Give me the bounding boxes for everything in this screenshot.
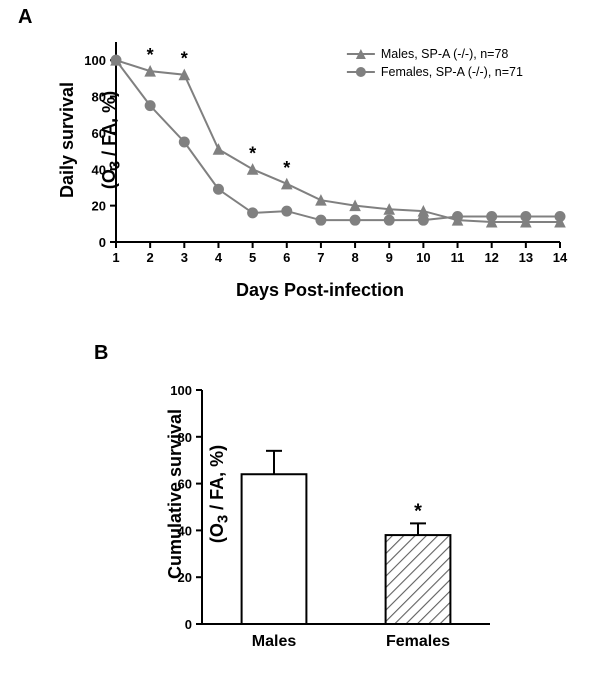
panel-a-label: A bbox=[18, 6, 32, 29]
svg-text:*: * bbox=[249, 143, 256, 163]
svg-text:5: 5 bbox=[249, 250, 256, 265]
svg-text:13: 13 bbox=[519, 250, 533, 265]
panel-a-ylabel-line2b: / FA, %) bbox=[99, 91, 119, 161]
svg-text:6: 6 bbox=[283, 250, 290, 265]
panel-b-ylabel-line1: Cumulative survival bbox=[165, 409, 185, 579]
svg-text:7: 7 bbox=[317, 250, 324, 265]
svg-text:*: * bbox=[181, 49, 188, 69]
svg-text:*: * bbox=[414, 500, 422, 522]
svg-text:*: * bbox=[283, 158, 290, 178]
panel-b-ylabel-sub: 3 bbox=[215, 515, 232, 523]
panel-b-ylabel: Cumulative survival (O3 / FA, %) bbox=[144, 374, 232, 624]
svg-text:11: 11 bbox=[451, 250, 465, 265]
svg-text:Females, SP-A (-/-), n=71: Females, SP-A (-/-), n=71 bbox=[381, 65, 523, 79]
panel-a-chart: 0204060801001234567891011121314****Males… bbox=[60, 28, 580, 288]
panel-a-ylabel-line1: Daily survival bbox=[57, 82, 77, 198]
svg-text:8: 8 bbox=[351, 250, 358, 265]
panel-b-ylabel-line2a: (O bbox=[207, 523, 227, 543]
panel-a-ylabel-line2a: (O bbox=[99, 169, 119, 189]
svg-text:4: 4 bbox=[215, 250, 223, 265]
panel-a-xlabel: Days Post-infection bbox=[170, 280, 470, 301]
svg-text:10: 10 bbox=[416, 250, 430, 265]
panel-b-ylabel-line2b: / FA, %) bbox=[207, 445, 227, 515]
svg-text:Males: Males bbox=[252, 633, 297, 650]
svg-text:Females: Females bbox=[386, 633, 450, 650]
panel-b-label: B bbox=[94, 342, 108, 365]
panel-a-ylabel-sub: 3 bbox=[107, 161, 124, 169]
svg-text:14: 14 bbox=[553, 250, 568, 265]
panel-a-ylabel: Daily survival (O3 / FA, %) bbox=[36, 35, 124, 255]
svg-text:9: 9 bbox=[386, 250, 393, 265]
svg-text:Males, SP-A (-/-), n=78: Males, SP-A (-/-), n=78 bbox=[381, 47, 509, 61]
svg-text:3: 3 bbox=[181, 250, 188, 265]
svg-text:2: 2 bbox=[147, 250, 154, 265]
svg-text:*: * bbox=[147, 45, 154, 65]
svg-text:12: 12 bbox=[484, 250, 498, 265]
